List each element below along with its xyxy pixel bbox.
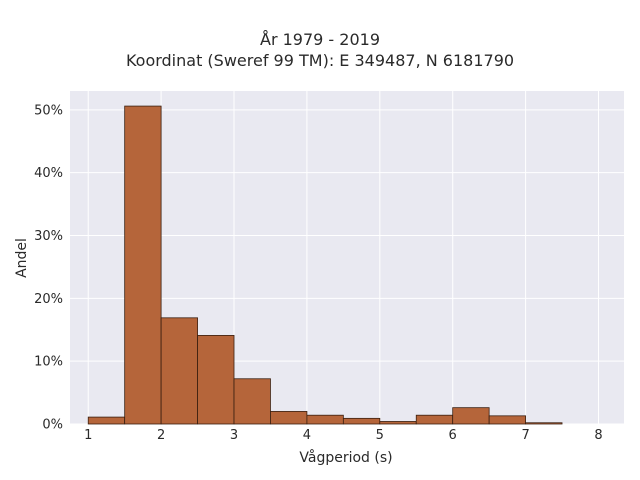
histogram-bar-3	[197, 335, 235, 425]
histogram-bar-2	[160, 317, 198, 425]
histogram-bar-10	[452, 407, 490, 425]
x-axis-title: Vågperiod (s)	[299, 449, 392, 466]
histogram-bar-0	[87, 416, 126, 425]
histogram-bar-12	[525, 422, 563, 425]
x-tick-label-1: 2	[157, 428, 165, 443]
y-tick-label-4: 40%	[34, 166, 63, 181]
histogram-bar-8	[379, 421, 417, 425]
histogram-bar-5	[270, 411, 308, 425]
x-tick-label-0: 1	[84, 428, 92, 443]
histogram-bar-4	[233, 378, 271, 425]
histogram-bar-6	[306, 414, 344, 425]
x-tick-label-3: 4	[303, 428, 311, 443]
histogram-bar-11	[488, 415, 526, 425]
x-tick-label-2: 3	[230, 428, 238, 443]
x-tick-label-7: 8	[594, 428, 602, 443]
histogram-bar-9	[415, 414, 454, 425]
histogram-bar-1	[124, 105, 162, 425]
x-axis-ticks: 1 2 3 4 5 6 7 8	[84, 428, 603, 443]
y-tick-label-2: 20%	[34, 292, 63, 307]
histogram-bar-7	[342, 417, 381, 425]
y-tick-label-3: 30%	[34, 229, 63, 244]
y-tick-label-1: 10%	[34, 355, 63, 370]
y-axis-ticks: 0% 10% 20% 30% 40% 50%	[34, 103, 63, 432]
chart-subtitle: Koordinat (Sweref 99 TM): E 349487, N 61…	[125, 51, 515, 70]
y-tick-label-0: 0%	[42, 418, 63, 433]
y-tick-label-5: 50%	[34, 103, 63, 118]
x-tick-label-4: 5	[376, 428, 384, 443]
bars	[87, 105, 563, 425]
chart-title: År 1979 - 2019	[260, 30, 380, 49]
x-tick-label-6: 7	[521, 428, 529, 443]
grid-lines	[70, 91, 624, 425]
y-axis-title: Andel	[14, 238, 30, 278]
x-tick-label-5: 6	[449, 428, 457, 443]
